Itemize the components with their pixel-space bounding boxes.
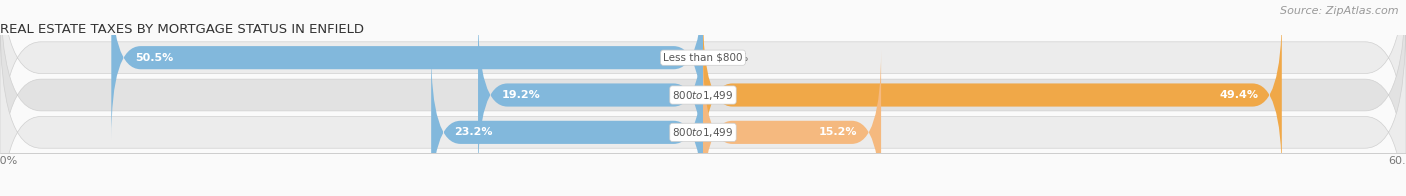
Text: 50.5%: 50.5%: [135, 53, 173, 63]
Text: 0.0%: 0.0%: [721, 53, 749, 63]
FancyBboxPatch shape: [0, 18, 1406, 196]
Text: Less than $800: Less than $800: [664, 53, 742, 63]
Text: $800 to $1,499: $800 to $1,499: [672, 89, 734, 102]
FancyBboxPatch shape: [703, 13, 1282, 177]
Text: 15.2%: 15.2%: [820, 127, 858, 137]
FancyBboxPatch shape: [703, 51, 882, 196]
FancyBboxPatch shape: [478, 13, 703, 177]
Text: Source: ZipAtlas.com: Source: ZipAtlas.com: [1281, 6, 1399, 16]
Text: $800 to $1,499: $800 to $1,499: [672, 126, 734, 139]
FancyBboxPatch shape: [432, 51, 703, 196]
FancyBboxPatch shape: [0, 0, 1406, 172]
FancyBboxPatch shape: [111, 0, 703, 139]
Text: 23.2%: 23.2%: [454, 127, 494, 137]
Text: 49.4%: 49.4%: [1219, 90, 1258, 100]
Text: REAL ESTATE TAXES BY MORTGAGE STATUS IN ENFIELD: REAL ESTATE TAXES BY MORTGAGE STATUS IN …: [0, 23, 364, 36]
Text: 19.2%: 19.2%: [502, 90, 540, 100]
